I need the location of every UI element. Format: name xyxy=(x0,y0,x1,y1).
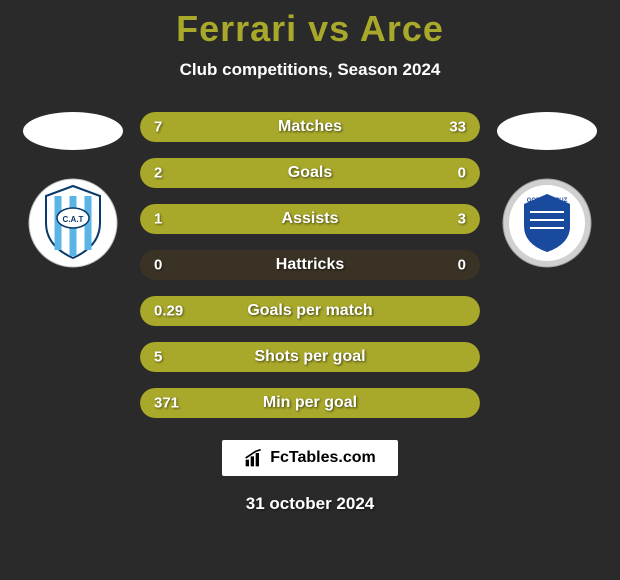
stat-bar: 2 0 Goals xyxy=(140,158,480,188)
stat-value-left: 0 xyxy=(154,257,162,274)
right-player-column: GODOY CRUZ xyxy=(492,112,602,268)
stat-label: Matches xyxy=(278,118,342,136)
stat-fill-right xyxy=(225,204,480,234)
stat-value-right: 0 xyxy=(458,257,466,274)
page-title: Ferrari vs Arce xyxy=(176,8,444,50)
stat-value-left: 371 xyxy=(154,395,179,412)
stat-fill-left xyxy=(140,112,200,142)
footer-date: 31 october 2024 xyxy=(246,494,375,514)
stat-value-right: 0 xyxy=(458,165,466,182)
stat-label: Min per goal xyxy=(263,394,357,412)
shield-icon: GODOY CRUZ xyxy=(502,178,592,268)
stat-bar: 5 Shots per goal xyxy=(140,342,480,372)
right-team-badge: GODOY CRUZ xyxy=(502,178,592,268)
chart-icon xyxy=(244,448,264,468)
comparison-card: Ferrari vs Arce Club competitions, Seaso… xyxy=(0,0,620,580)
left-player-photo xyxy=(23,112,123,150)
stat-label: Shots per goal xyxy=(254,348,365,366)
stat-value-right: 33 xyxy=(449,119,466,136)
stats-column: 7 33 Matches 2 0 Goals 1 3 Assists 0 0 Hattricks 0.2… xyxy=(140,112,480,418)
stat-value-left: 5 xyxy=(154,349,162,366)
shield-icon: C.A.T xyxy=(28,178,118,268)
stat-value-left: 7 xyxy=(154,119,162,136)
brand-text: FcTables.com xyxy=(270,449,376,467)
svg-text:GODOY CRUZ: GODOY CRUZ xyxy=(527,198,568,204)
right-player-photo xyxy=(497,112,597,150)
stat-value-right: 3 xyxy=(458,211,466,228)
main-row: C.A.T 7 33 Matches 2 0 Goals 1 3 Assists 0 0 Hattri… xyxy=(0,112,620,418)
stat-fill-left xyxy=(140,204,225,234)
stat-value-left: 1 xyxy=(154,211,162,228)
stat-value-left: 2 xyxy=(154,165,162,182)
stat-bar: 0 0 Hattricks xyxy=(140,250,480,280)
stat-label: Hattricks xyxy=(276,256,344,274)
stat-bar: 0.29 Goals per match xyxy=(140,296,480,326)
left-player-column: C.A.T xyxy=(18,112,128,268)
brand-logo[interactable]: FcTables.com xyxy=(222,440,398,476)
stat-label: Goals xyxy=(288,164,332,182)
left-team-badge: C.A.T xyxy=(28,178,118,268)
stat-label: Goals per match xyxy=(247,302,372,320)
stat-value-left: 0.29 xyxy=(154,303,183,320)
stat-label: Assists xyxy=(282,210,339,228)
subtitle: Club competitions, Season 2024 xyxy=(180,60,441,80)
stat-bar: 371 Min per goal xyxy=(140,388,480,418)
svg-text:C.A.T: C.A.T xyxy=(63,215,84,224)
stat-bar: 7 33 Matches xyxy=(140,112,480,142)
stat-bar: 1 3 Assists xyxy=(140,204,480,234)
